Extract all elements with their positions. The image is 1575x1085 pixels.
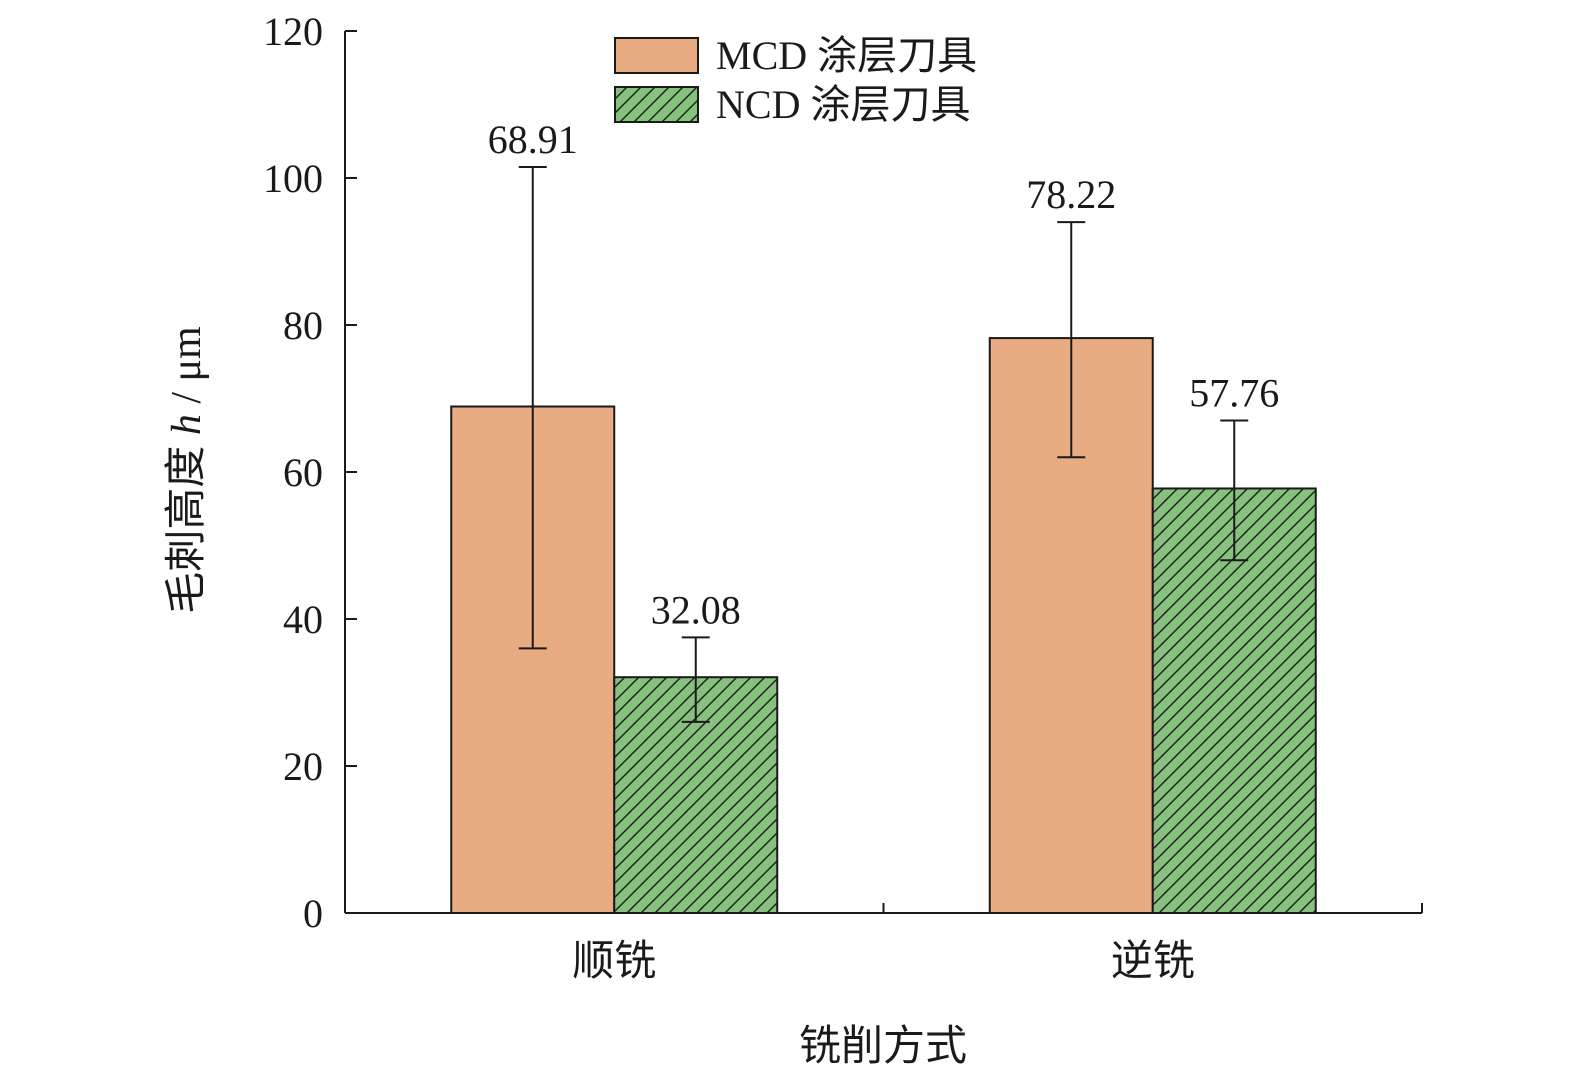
bars-layer [450, 337, 1317, 914]
y-axis-title-variable: h [164, 414, 210, 435]
legend-label: MCD 涂层刀具 [716, 33, 977, 78]
y-tick-label: 40 [283, 597, 323, 642]
data-label: 68.91 [488, 117, 578, 162]
x-category-label: 逆铣 [1111, 938, 1195, 985]
y-tick-label: 120 [263, 9, 323, 54]
legend-swatch [614, 86, 699, 123]
data-label: 32.08 [651, 587, 741, 632]
error-bars-layer [518, 165, 1249, 723]
y-tick-label: 0 [303, 891, 323, 936]
data-label: 78.22 [1026, 172, 1116, 217]
y-tick-label: 100 [263, 156, 323, 201]
y-axis-title: 毛刺高度 h / μm [164, 326, 210, 614]
x-axis-title: 铣削方式 [799, 1024, 967, 1070]
legend-swatch [614, 37, 699, 74]
y-axis-title-prefix: 毛刺高度 [164, 435, 210, 614]
value-labels-layer: 68.91 78.22 32.08 57.76 [488, 117, 1280, 632]
data-label: 57.76 [1189, 371, 1279, 416]
y-ticks: 0 20 40 60 80 100 120 [263, 9, 357, 936]
x-ticks: 顺铣 逆铣 [572, 903, 1423, 985]
y-axis-title-unit: / μm [164, 326, 210, 414]
y-tick-label: 20 [283, 744, 323, 789]
y-tick-label: 80 [283, 303, 323, 348]
x-category-label: 顺铣 [572, 939, 656, 985]
y-tick-label: 60 [283, 450, 323, 495]
legend-label: NCD 涂层刀具 [716, 82, 970, 127]
